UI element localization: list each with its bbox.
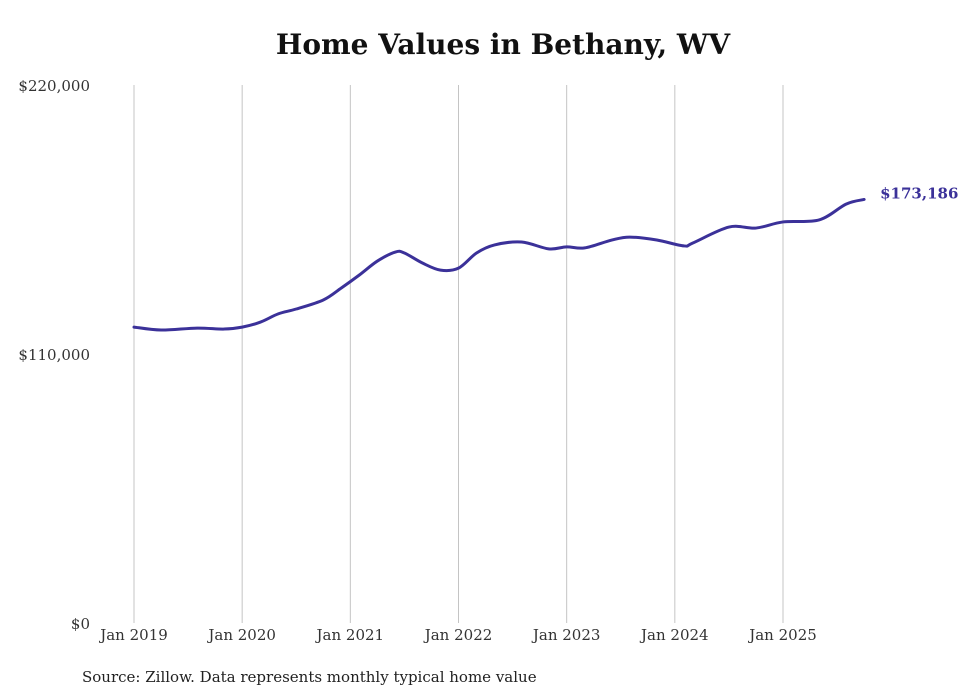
source-note: Source: Zillow. Data represents monthly … [82, 668, 537, 686]
end-value-label: $173,186 [880, 184, 958, 202]
y-tick-label: $220,000 [18, 77, 90, 95]
series-line [132, 197, 866, 332]
x-tick-label: Jan 2022 [423, 626, 493, 644]
x-tick-label: Jan 2025 [747, 626, 817, 644]
x-tick-label: Jan 2019 [98, 626, 168, 644]
x-tick-label: Jan 2020 [206, 626, 276, 644]
y-tick-label: $110,000 [18, 346, 90, 364]
chart-title: Home Values in Bethany, WV [275, 28, 731, 61]
x-tick-label: Jan 2023 [531, 626, 601, 644]
y-tick-label: $0 [71, 615, 90, 633]
x-tick-label: Jan 2024 [639, 626, 709, 644]
x-tick-label: Jan 2021 [315, 626, 385, 644]
